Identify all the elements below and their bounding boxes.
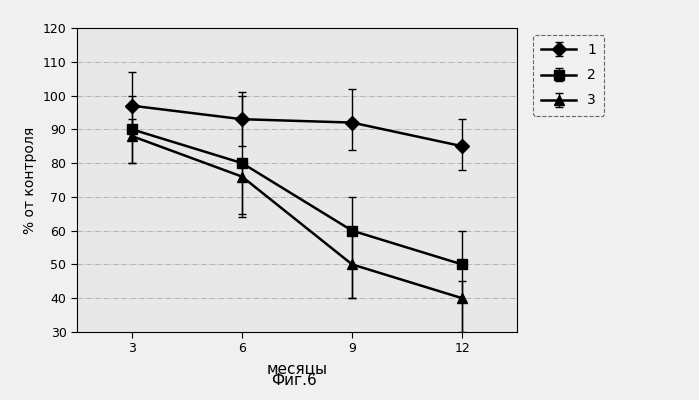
Text: Фиг.6: Фиг.6	[271, 373, 317, 388]
Y-axis label: % от контроля: % от контроля	[23, 126, 37, 234]
X-axis label: месяцы: месяцы	[266, 361, 328, 376]
Legend: 1, 2, 3: 1, 2, 3	[533, 35, 605, 116]
